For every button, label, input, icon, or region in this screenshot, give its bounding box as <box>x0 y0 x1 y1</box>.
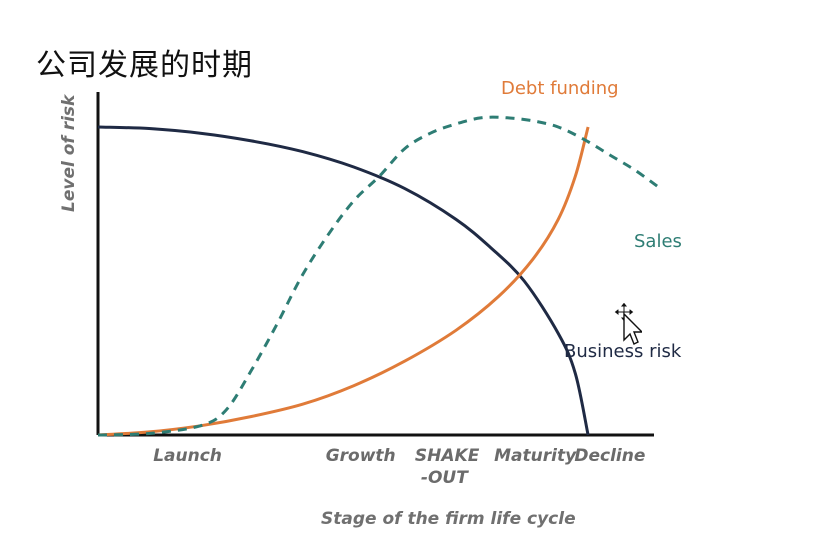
move-cursor-icon <box>613 301 642 345</box>
chart-series-layer <box>97 115 662 437</box>
series-label-debt-funding: Debt funding <box>501 78 619 99</box>
chart-series-labels: Debt funding Sales Business risk <box>501 78 682 362</box>
series-line-sales <box>97 115 662 437</box>
y-axis-title: Level of risk <box>59 93 79 212</box>
x-tick-label: Growth <box>326 446 396 466</box>
x-tick-label: Maturity <box>494 446 577 466</box>
series-line-business-risk <box>97 125 590 436</box>
series-line-debt-funding <box>97 126 590 437</box>
x-axis-title: Stage of the firm life cycle <box>321 509 576 529</box>
page-title: 公司发展的时期 <box>36 48 253 83</box>
series-label-business-risk: Business risk <box>564 341 682 362</box>
chart-axes <box>96 92 654 437</box>
x-tick-label: SHAKE -OUT <box>415 446 480 488</box>
x-tick-label: Launch <box>153 446 222 466</box>
series-label-sales: Sales <box>634 231 682 252</box>
x-tick-label: Decline <box>574 446 645 466</box>
